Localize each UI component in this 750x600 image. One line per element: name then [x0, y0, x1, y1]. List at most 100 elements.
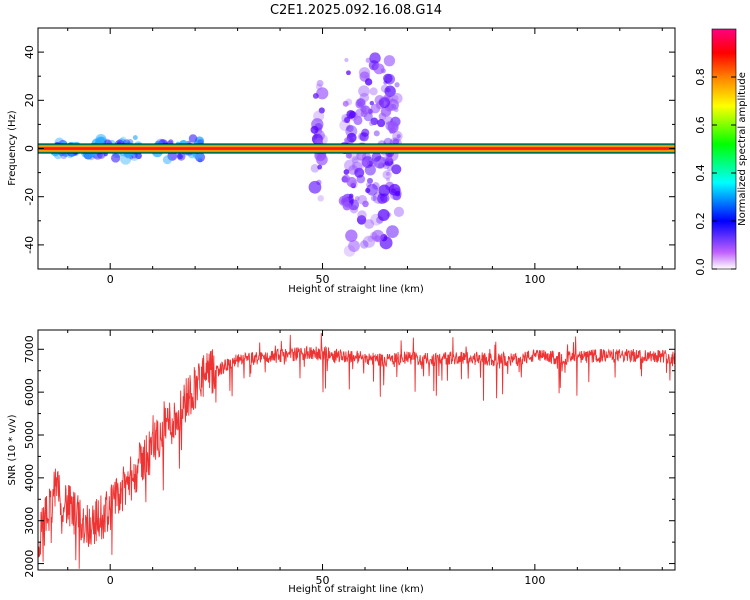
spectral-blob	[366, 183, 379, 196]
spectral-blob	[120, 153, 132, 165]
snr-plot-area	[38, 330, 675, 570]
spectral-blob	[318, 107, 325, 114]
spectral-blob	[317, 164, 323, 170]
spectral-blob	[316, 87, 329, 100]
spectral-blob	[383, 55, 396, 67]
snr-ytick-label: 2000	[23, 550, 36, 578]
spectral-blob	[391, 164, 402, 175]
carrier-band	[38, 143, 675, 154]
spectral-blob	[344, 116, 351, 124]
spectral-blob	[373, 63, 385, 75]
spectral-blob	[316, 79, 324, 87]
spectrogram-ytick-label: -20	[23, 188, 36, 206]
spectral-blob	[377, 209, 390, 222]
carrier-band-core	[38, 147, 675, 150]
spectral-blob	[311, 118, 324, 131]
spectral-blob	[188, 134, 198, 143]
snr-series-line	[38, 332, 675, 569]
spectral-blob	[111, 153, 121, 163]
spectral-blob	[383, 80, 388, 85]
spectral-blob	[346, 70, 351, 76]
spectral-blob	[384, 85, 396, 97]
spectral-blob	[394, 82, 400, 88]
spectral-blob	[385, 171, 390, 176]
spectral-blob	[344, 57, 349, 63]
snr-ytick-label: 5000	[23, 421, 36, 449]
snr-ytick-label: 7000	[23, 335, 36, 363]
snr-ytick-label: 4000	[23, 464, 36, 492]
spectrogram-xtick-label: 100	[524, 273, 545, 286]
spectrogram-ytick-label: 40	[23, 45, 36, 59]
snr-xtick-label: 0	[107, 574, 114, 587]
spectrogram-marks	[38, 52, 675, 257]
spectral-blob	[389, 129, 394, 134]
spectral-blob	[394, 190, 401, 197]
spectral-blob	[343, 169, 350, 175]
spectral-blob	[371, 152, 382, 162]
spectral-blob	[385, 177, 390, 182]
spectral-blob	[361, 105, 371, 115]
spectral-blob	[370, 103, 381, 114]
spectral-blob	[364, 78, 373, 86]
spectrogram-ticks: 0 50 100 -40 -20 0 20 40	[23, 27, 675, 286]
colorbar-tick-label: 0.2	[694, 212, 707, 230]
spectral-blob	[373, 130, 380, 137]
spectral-blob	[378, 96, 390, 107]
spectral-blob	[379, 97, 390, 109]
spectral-blob	[104, 138, 111, 145]
colorbar-tick-label: 0.4	[694, 164, 707, 182]
colorbar-label: Normalized spectral amplitude	[737, 72, 748, 226]
snr-panel: 0 50 100 2000 3000 4000 5000 6000 7000 Height of…	[7, 329, 676, 595]
spectral-blob	[361, 128, 370, 137]
spectral-blob	[345, 152, 353, 159]
spectral-blob	[368, 120, 375, 126]
snr-ytick-label: 6000	[23, 378, 36, 406]
spectral-cluster	[338, 52, 405, 257]
snr-frame	[37, 329, 676, 571]
figure-title: C2E1.2025.092.16.08.G14	[270, 3, 442, 18]
spectral-blob	[382, 170, 392, 180]
spectral-blob	[351, 157, 365, 171]
spectral-blob	[177, 153, 183, 160]
spectral-blob	[357, 194, 367, 205]
spectral-blob	[392, 130, 403, 142]
colorbar-ticks: 0.0 0.2 0.4 0.6 0.8	[694, 68, 736, 276]
spectral-blob	[313, 110, 325, 122]
spectral-blob	[178, 154, 184, 160]
snr-xtick-label: 100	[524, 574, 545, 587]
spectral-blob	[345, 98, 353, 106]
spectral-blob	[388, 161, 395, 167]
spectral-blob	[361, 159, 370, 167]
spectral-blob	[377, 119, 386, 128]
spectral-blob	[386, 225, 399, 238]
spectral-blob	[342, 201, 352, 211]
spectral-blob	[346, 109, 356, 119]
spectral-blob	[346, 124, 354, 133]
spectral-blob	[356, 215, 367, 225]
spectral-blob	[380, 84, 389, 93]
spectral-blob	[308, 180, 322, 194]
snr-xlabel: Height of straight line (km)	[288, 584, 424, 595]
spectrogram-ytick-label: -40	[23, 236, 36, 254]
spectral-blob	[168, 139, 174, 145]
spectral-blob	[370, 231, 378, 240]
colorbar-scale	[711, 28, 737, 270]
spectrogram-xtick-label: 0	[107, 273, 114, 286]
spectral-blob	[359, 92, 370, 103]
colorbar: 0.0 0.2 0.4 0.6 0.8 Normalized spectral ampl…	[694, 28, 748, 276]
spectral-blob	[378, 184, 391, 197]
snr-xtick-label: 50	[316, 574, 330, 587]
snr-ylabel: SNR (10 * v/v)	[7, 414, 18, 485]
spectrogram-ylabel: Frequency (Hz)	[7, 110, 18, 186]
spectral-blob	[345, 125, 358, 138]
spectral-blob	[354, 167, 365, 178]
spectral-blob	[60, 152, 68, 160]
spectral-blob	[386, 165, 393, 172]
spectral-blob	[342, 100, 349, 107]
snr-ticks: 0 50 100 2000 3000 4000 5000 6000 7000	[23, 330, 675, 587]
spectral-blob	[345, 229, 358, 242]
spectrogram-panel: 0 50 100 -40 -20 0 20 40 Height of straight lin…	[7, 27, 676, 295]
spectral-blob	[364, 219, 375, 229]
spectral-blob	[369, 87, 378, 96]
spectral-blob	[162, 155, 172, 165]
